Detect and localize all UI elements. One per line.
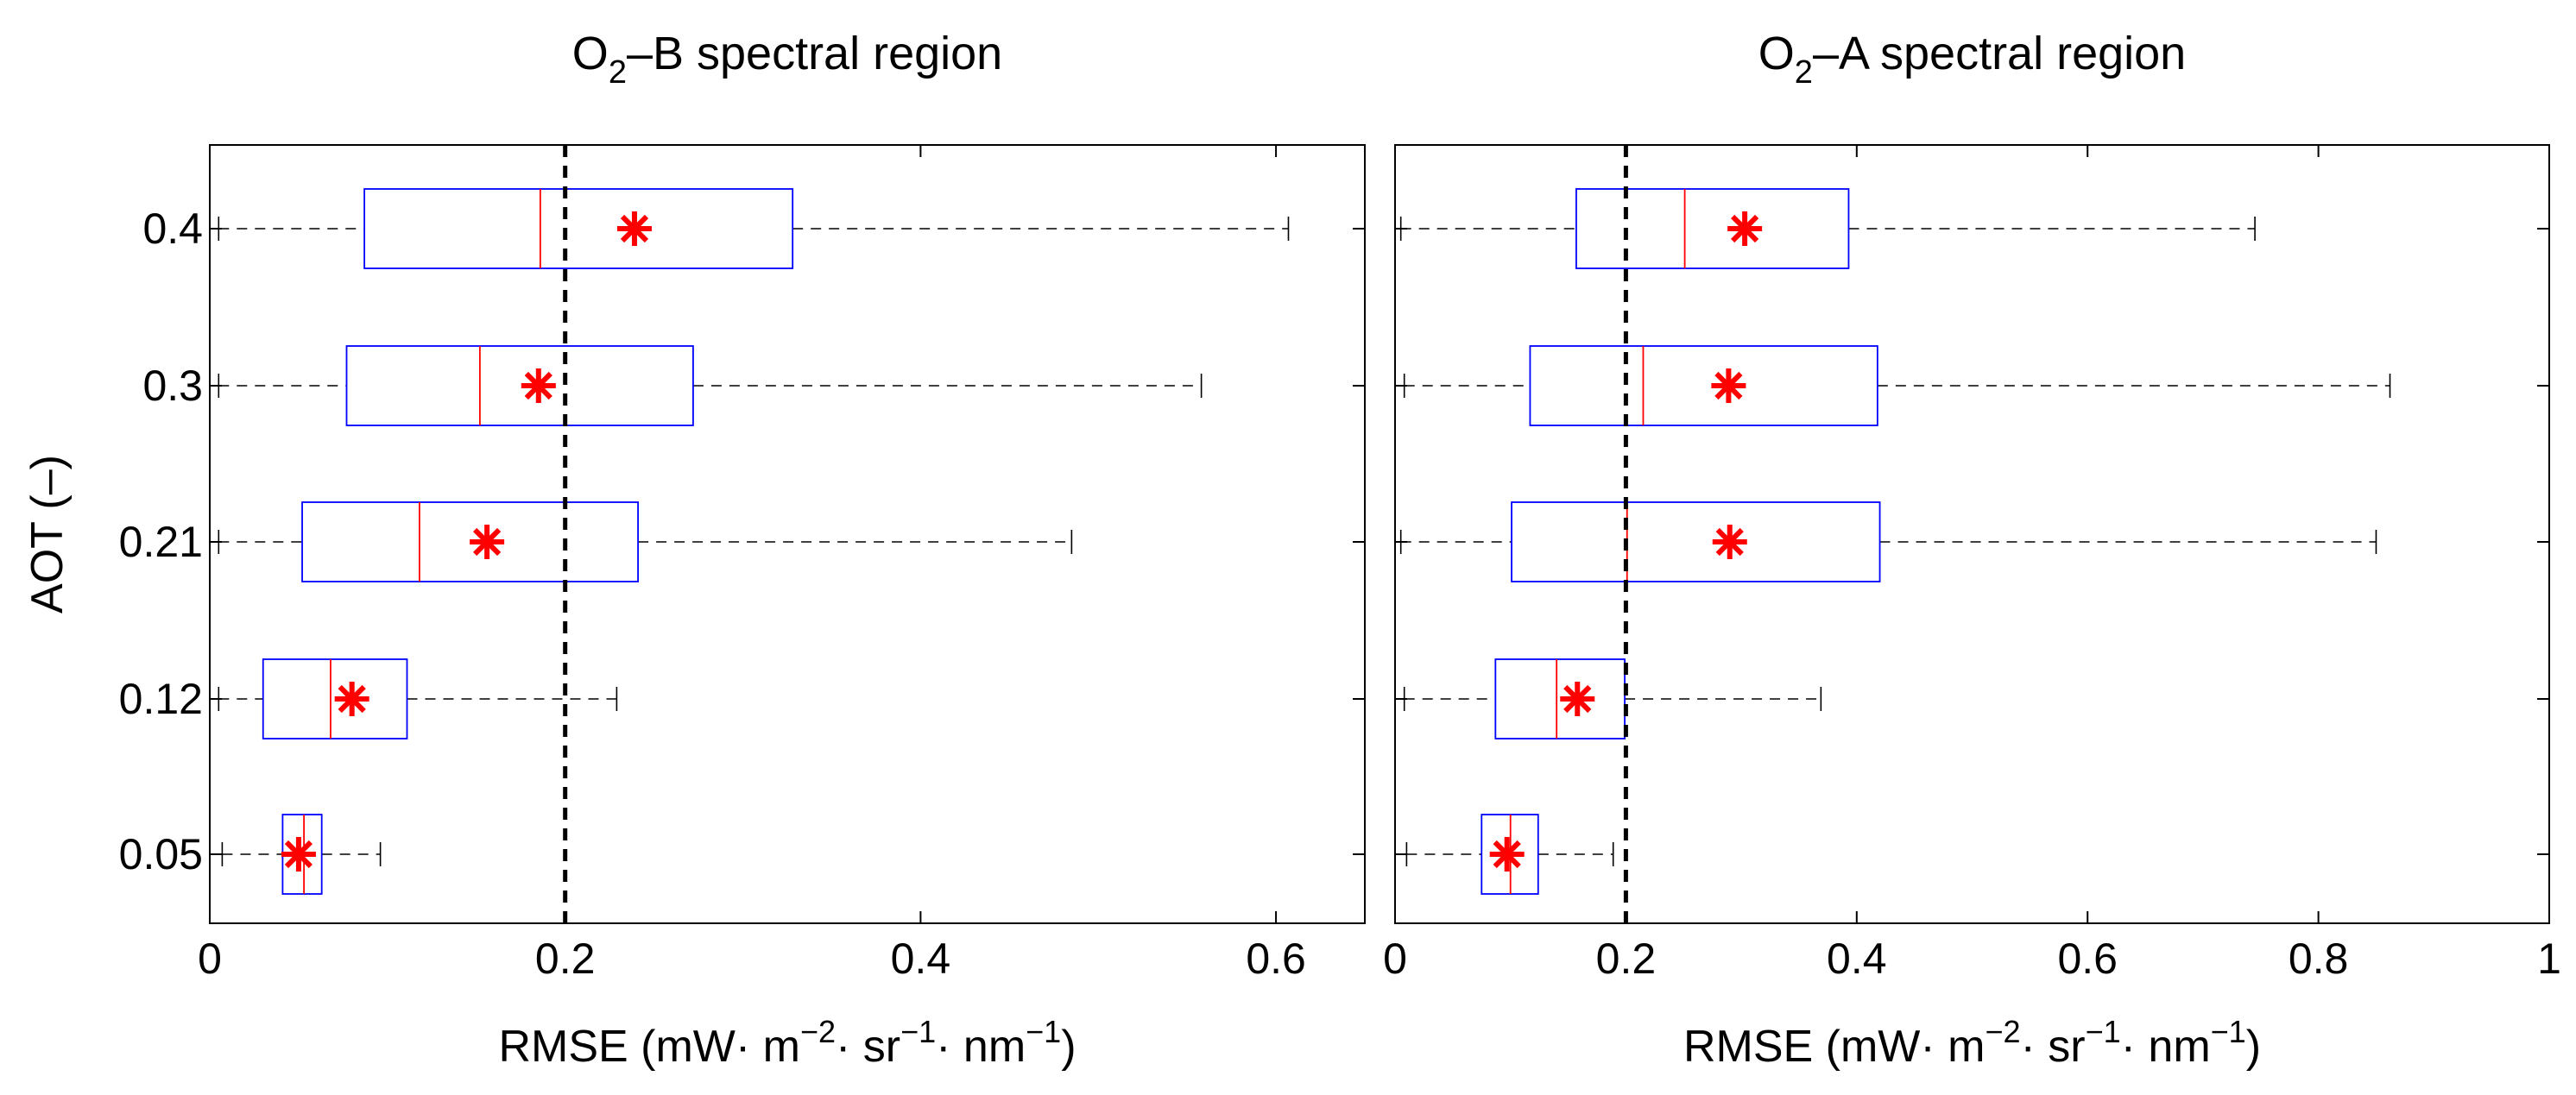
axes-frame	[1394, 144, 2550, 924]
iqr-box	[345, 345, 694, 426]
mean-marker	[616, 211, 652, 246]
panel-title: O2–B spectral region	[572, 28, 1002, 91]
box-aot-0_3	[1403, 345, 2391, 426]
x-axis-label: RMSE (mW· m−2· sr−1· nm−1)	[1683, 1014, 2261, 1072]
x-tick-label: 0.2	[1596, 935, 1657, 983]
panel-o2a: 0 0.2 0.4 0.6 0.8 1 O2–A spectral region RMSE (…	[1383, 28, 2561, 1072]
iqr-box	[262, 658, 408, 739]
axes-frame	[209, 144, 1366, 924]
x-tick-label: 1	[2537, 935, 2561, 983]
iqr-box	[1494, 658, 1626, 739]
mean-marker	[1712, 525, 1747, 559]
mean-marker	[281, 837, 316, 872]
y-tick-label: 0.05	[119, 830, 203, 878]
mean-marker	[1727, 211, 1763, 246]
y-tick-label: 0.12	[119, 675, 203, 723]
box-aot-0_21	[218, 501, 1073, 582]
x-tick-label: 0.4	[1827, 935, 1887, 983]
x-tick-label: 0	[198, 935, 222, 983]
x-axis-label: RMSE (mW· m−2· sr−1· nm−1)	[498, 1014, 1076, 1072]
iqr-box	[1511, 501, 1881, 582]
x-tick-label: 0.4	[891, 935, 951, 983]
box-aot-0_4	[1399, 188, 2256, 269]
y-tick-label: 0.4	[142, 205, 203, 253]
y-tick-label: 0.21	[119, 518, 203, 566]
box-aot-0_12	[218, 658, 618, 739]
x-tick-label: 0.8	[2289, 935, 2349, 983]
iqr-box	[363, 188, 794, 269]
x-tick-label: 0.6	[1246, 935, 1306, 983]
y-axis-label: AOT (–)	[22, 455, 73, 614]
x-tick-label: 0.6	[2057, 935, 2118, 983]
x-tick-label: 0	[1383, 935, 1407, 983]
iqr-box	[301, 501, 639, 582]
mean-marker	[1489, 837, 1525, 872]
mean-marker	[1711, 368, 1746, 403]
box-aot-0_21	[1399, 501, 2377, 582]
box-aot-0_12	[1403, 658, 1822, 739]
iqr-box	[1575, 188, 1850, 269]
box-aot-0_3	[218, 345, 1203, 426]
panel-o2b: 0 0.2 0.4 0.6 0.4 0.3 0.21 0.12 0.05 O2–B spectra…	[22, 28, 1366, 1072]
mean-marker	[1560, 682, 1595, 716]
mean-marker	[521, 368, 556, 403]
mean-marker	[470, 525, 505, 559]
iqr-box	[1529, 345, 1878, 426]
panel-title: O2–A spectral region	[1758, 28, 2186, 91]
box-aot-0_4	[218, 188, 1290, 269]
box-aot-0_05	[1405, 814, 1614, 895]
y-tick-label: 0.3	[142, 362, 203, 410]
box-aot-0_05	[221, 814, 382, 895]
x-tick-label: 0.2	[535, 935, 596, 983]
mean-marker	[334, 682, 369, 716]
